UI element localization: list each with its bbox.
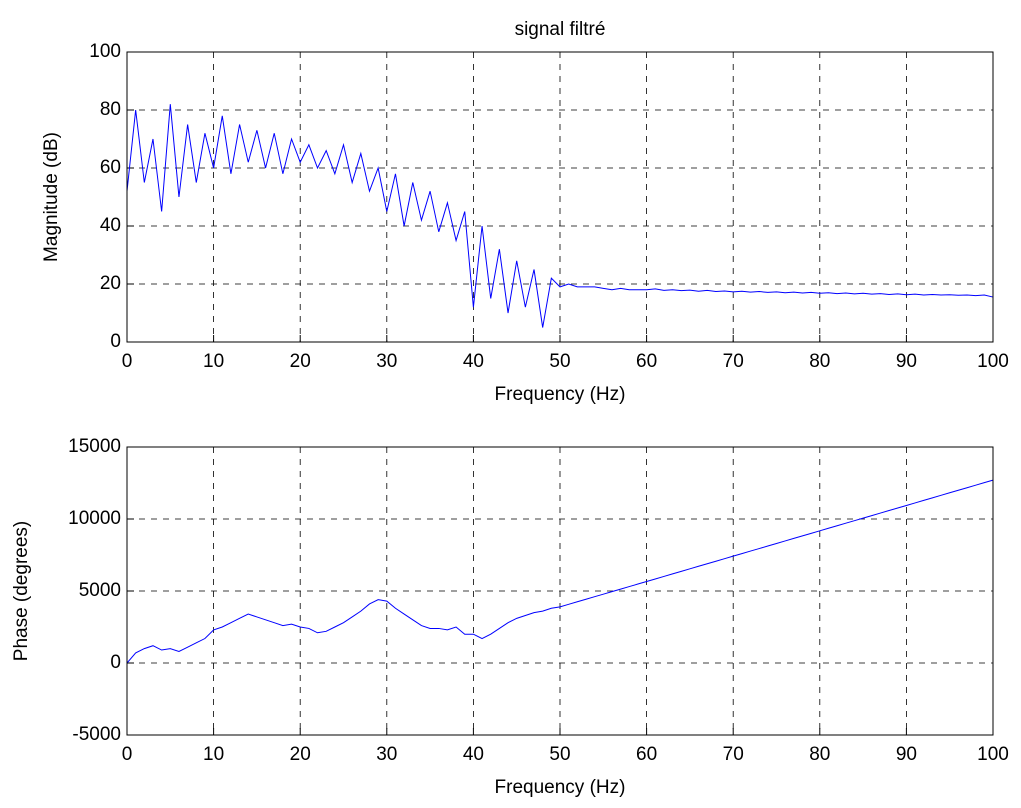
x-tick-label: 30: [376, 744, 397, 765]
y-tick-label: 20: [100, 273, 121, 294]
x-tick-label: 50: [549, 744, 570, 765]
x-tick-label: 70: [723, 744, 744, 765]
x-tick-label: 20: [290, 351, 311, 372]
data-line: [126, 104, 994, 328]
x-tick-label: 0: [122, 351, 133, 372]
x-tick-label: 60: [636, 351, 657, 372]
x-tick-label: 90: [896, 351, 917, 372]
x-tick-label: 70: [723, 351, 744, 372]
x-tick-label: 100: [977, 744, 1009, 765]
y-tick-label: 10000: [68, 508, 121, 529]
x-tick-label: 30: [376, 351, 397, 372]
axes-box: [126, 51, 994, 343]
x-tick-label: 10: [203, 351, 224, 372]
y-tick-label: 40: [100, 215, 121, 236]
y-axis-label: Magnitude (dB): [41, 132, 62, 262]
y-axis-label: Phase (degrees): [11, 521, 32, 661]
data-line: [126, 479, 994, 664]
y-tick-label: 100: [89, 41, 121, 62]
x-tick-label: 20: [290, 744, 311, 765]
x-tick-label: 100: [977, 351, 1009, 372]
x-tick-label: 90: [896, 744, 917, 765]
y-tick-label: 80: [100, 99, 121, 120]
x-tick-label: 50: [549, 351, 570, 372]
chart-title: signal filtré: [515, 19, 606, 40]
x-tick-label: 40: [463, 351, 484, 372]
x-axis-label: Frequency (Hz): [495, 777, 626, 798]
y-tick-label: 15000: [68, 436, 121, 457]
axes-box: [126, 446, 994, 736]
x-axis-label: Frequency (Hz): [495, 384, 626, 405]
x-tick-label: 60: [636, 744, 657, 765]
x-tick-label: 80: [809, 351, 830, 372]
y-tick-label: 0: [110, 331, 121, 352]
x-tick-label: 80: [809, 744, 830, 765]
y-tick-label: -5000: [72, 724, 121, 745]
x-tick-label: 40: [463, 744, 484, 765]
x-tick-label: 0: [122, 744, 133, 765]
x-tick-label: 10: [203, 744, 224, 765]
y-tick-label: 0: [110, 652, 121, 673]
y-tick-label: 60: [100, 157, 121, 178]
y-tick-label: 5000: [79, 580, 121, 601]
